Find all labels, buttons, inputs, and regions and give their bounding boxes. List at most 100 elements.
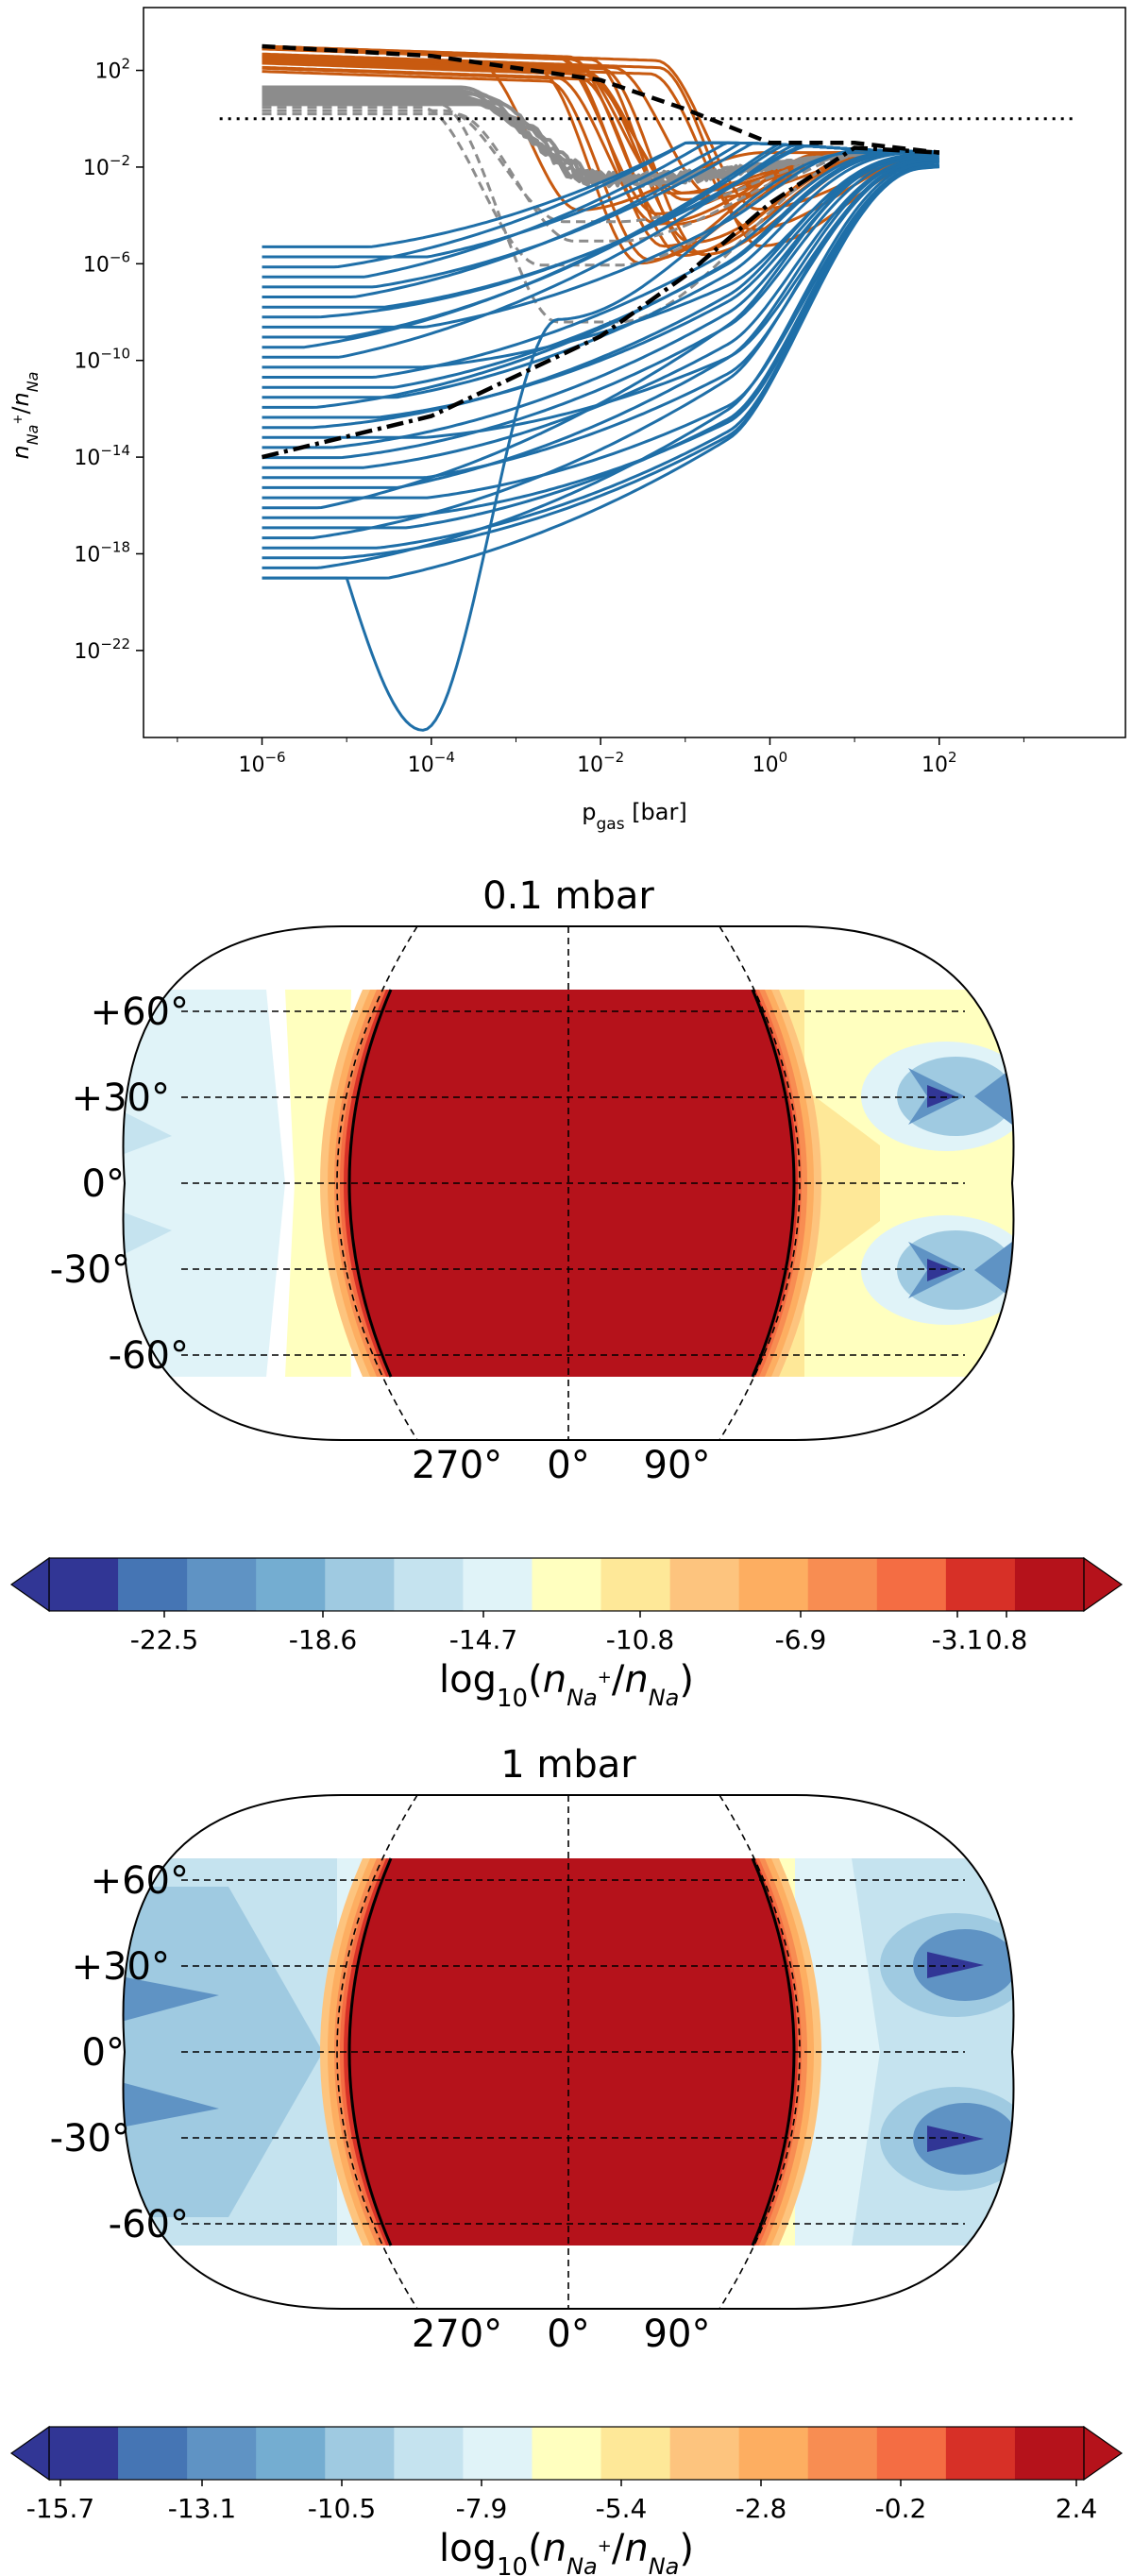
longitude-label: 0° (547, 2313, 589, 2356)
latitude-label: -60° (109, 1334, 189, 1378)
map-title: 1 mbar (500, 1743, 636, 1787)
dayside-series-line (262, 65, 939, 226)
nightside-series-line (262, 149, 939, 379)
nightside-series-line (262, 158, 939, 540)
y-tick-label: 10−10 (74, 346, 130, 374)
y-tick-label: 10−18 (74, 538, 130, 567)
mean-nightside-line (261, 145, 939, 460)
colorbar-segment (945, 1558, 1016, 1611)
nightside-series-line (262, 151, 939, 510)
map-labels: +60° +30° 0° -30° -60° 270° 0° 90° (50, 991, 711, 1487)
colorbar-segment (600, 2427, 671, 2480)
colorbar-segment (669, 1558, 740, 1611)
latitude-label: 0° (82, 2031, 125, 2075)
line-plot: 10−6 10−4 10−2 100 102 102 10−2 10−6 10−10 10−14… (8, 7, 1126, 834)
nightside-series-line (262, 156, 939, 469)
meridian-line (719, 1794, 801, 2310)
map-title: 0.1 mbar (482, 874, 654, 918)
colorbar-segment (463, 1558, 533, 1611)
y-tick-label: 10−14 (74, 442, 130, 470)
colorbar-segment (394, 1558, 464, 1611)
colorbar-extend-high (1083, 2425, 1124, 2482)
y-tick-label: 10−6 (83, 248, 130, 277)
colorbar-tick-label: -10.8 (606, 1624, 674, 1655)
latitude-label: -60° (109, 2203, 189, 2246)
colorbar-tick-label: -22.5 (130, 1624, 198, 1655)
longitude-label: 90° (644, 2313, 711, 2356)
contour-band (927, 1259, 955, 1281)
nightside-series-line (262, 163, 939, 500)
nightside-series-line (262, 161, 939, 569)
colorbar-segment (187, 2427, 257, 2480)
colorbar-segment (118, 2427, 188, 2480)
contour-band (908, 1068, 1012, 1125)
map-contours (123, 1858, 1014, 2246)
colorbar-tick-label: -7.9 (456, 2493, 508, 2524)
contour-band (908, 1242, 1012, 1298)
nightside-series-line (262, 164, 939, 580)
colorbar-segment (876, 1558, 947, 1611)
colorbar-segment (738, 2427, 809, 2480)
colorbar-segment (325, 1558, 395, 1611)
terminator-dashed-series-line (262, 106, 939, 267)
latitude-label: -30° (50, 1248, 130, 1292)
colorbar-tick-label: 0.8 (986, 1624, 1028, 1655)
nightside-series-line (262, 152, 939, 419)
x-tick-label: 100 (753, 749, 788, 777)
y-tick-label: 10−22 (74, 636, 130, 664)
plot-frame (143, 7, 1126, 738)
colorbar-tick-label: -18.6 (289, 1624, 357, 1655)
colorbar-segment (49, 2427, 119, 2480)
colorbar-segment (49, 1558, 119, 1611)
colorbar-segment (256, 1558, 326, 1611)
colorbar-2: -15.7 -13.1 -10.5 -7.9 -5.4 -2.8 -0.2 2.4 (9, 2425, 1124, 2524)
colorbar-tick-label: -3.1 (932, 1624, 984, 1655)
colorbar-extend-low (9, 1556, 50, 1613)
terminator-dashed-series-line (262, 112, 939, 243)
series-lines (219, 43, 1075, 732)
longitude-label: 270° (412, 1444, 502, 1487)
latitude-label: +30° (72, 1076, 170, 1120)
map-graticule (122, 1794, 1015, 2310)
contour-band (123, 2076, 219, 2132)
colorbar-segment (394, 2427, 464, 2480)
colorbar-1-label: log10(nNa+/nNa) (439, 1658, 694, 1713)
colorbar-extend-high (1083, 1556, 1124, 1613)
colorbar-extend-low (9, 2425, 50, 2482)
colorbar-segment (600, 1558, 671, 1611)
contour-band (123, 990, 285, 1377)
y-tick-label: 10−2 (83, 152, 130, 180)
map-labels: +60° +30° 0° -30° -60° 270° 0° 90° (50, 1859, 711, 2356)
colorbar-tick-label: -0.2 (875, 2493, 927, 2524)
colorbar-segment (807, 1558, 878, 1611)
colorbar-segment (187, 1558, 257, 1611)
x-tick-label: 10−6 (238, 749, 285, 777)
x-tick-label: 10−2 (577, 749, 624, 777)
x-axis-ticks: 10−6 10−4 10−2 100 102 (177, 737, 1024, 777)
colorbar-segment (256, 2427, 326, 2480)
colorbar-tick-label: -5.4 (596, 2493, 648, 2524)
x-axis-label: pgas [bar] (582, 799, 686, 834)
nightside-series-line (262, 154, 939, 460)
contour-band (123, 1098, 172, 1164)
colorbar-1: -22.5 -18.6 -14.7 -10.8 -6.9 -3.1 0.8 (9, 1556, 1124, 1655)
nightside-dip-series-line (262, 151, 939, 732)
contour-band (927, 1085, 955, 1108)
nightside-series-line (262, 156, 939, 489)
colorbar-segment (463, 2427, 533, 2480)
latitude-label: -30° (50, 2117, 130, 2161)
latitude-label: +30° (72, 1945, 170, 1989)
colorbar-segment (532, 2427, 602, 2480)
colorbar-tick-label: -2.8 (736, 2493, 787, 2524)
mean-dayside-line (262, 43, 940, 155)
colorbar-tick-label: 2.4 (1056, 2493, 1098, 2524)
colorbar-frame (48, 2426, 1085, 2481)
meridian-line (336, 925, 418, 1441)
colorbar-2-label: log10(nNa+/nNa) (439, 2527, 694, 2576)
colorbar-segment (1014, 1558, 1085, 1611)
x-tick-label: 102 (922, 749, 957, 777)
map-outline (122, 925, 1015, 1441)
map-graticule (122, 925, 1015, 1441)
colorbar-segment (945, 2427, 1016, 2480)
